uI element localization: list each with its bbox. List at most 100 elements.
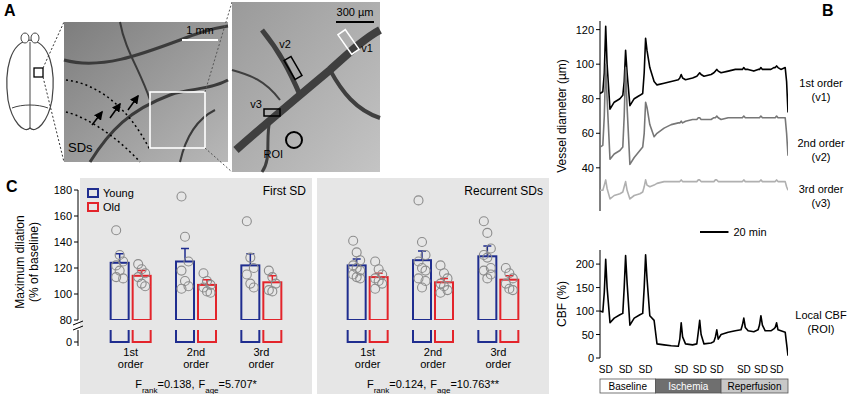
y-axis xyxy=(600,21,601,211)
window-box xyxy=(34,68,43,77)
series-label-line: (v2) xyxy=(812,151,831,163)
y-tick xyxy=(596,358,600,359)
inset-box xyxy=(150,92,205,148)
data-point xyxy=(371,284,380,293)
stats-text: Frank=0.138,Fage=5.707* xyxy=(135,378,257,394)
data-point xyxy=(177,266,186,275)
y-axis xyxy=(600,250,601,358)
data-point xyxy=(119,257,128,266)
category-label: 1storder xyxy=(118,346,144,370)
legend-label: Young xyxy=(103,187,134,199)
category-label-line: order xyxy=(355,358,381,370)
legend-swatch xyxy=(88,189,98,197)
zoom-line xyxy=(205,2,232,92)
bar-stub xyxy=(478,330,496,342)
vessel xyxy=(232,70,280,100)
scale-bar-label: 300 µm xyxy=(337,6,374,18)
y-tick xyxy=(596,29,600,30)
y-tick-label: 80 xyxy=(582,93,594,105)
category-label-line: 1st xyxy=(360,346,375,358)
bar xyxy=(111,263,129,320)
data-point xyxy=(112,273,121,282)
stat-subscript: rank xyxy=(142,386,159,394)
legend-swatch xyxy=(88,203,98,211)
data-point xyxy=(414,196,423,205)
y-tick-label: 140 xyxy=(54,236,72,248)
category-label-line: order xyxy=(248,358,274,370)
olfactory-bulb xyxy=(21,33,29,43)
data-point xyxy=(141,282,150,291)
sd-annotation: SD xyxy=(693,364,707,375)
panel-label: B xyxy=(822,2,834,19)
zoom-line xyxy=(205,148,232,172)
y-tick-label: 100 xyxy=(54,288,72,300)
y-axis-label: Vessel diameter (µm) xyxy=(555,59,569,173)
olfactory-bulb xyxy=(31,33,39,43)
data-point xyxy=(508,286,517,295)
y-axis-label: Maximum dilation(% of baseline) xyxy=(13,215,41,308)
data-point xyxy=(249,264,258,273)
category-label-line: order xyxy=(485,358,511,370)
y-tick xyxy=(596,167,600,168)
sd-annotation: SD xyxy=(710,364,724,375)
bar xyxy=(500,280,518,320)
scale-bar xyxy=(336,21,374,23)
sd-arrow xyxy=(92,112,102,125)
category-label: 1storder xyxy=(355,346,381,370)
group-title: First SD xyxy=(263,184,307,198)
y-tick xyxy=(74,242,78,243)
data-point xyxy=(112,226,121,235)
phase-label: Ischemia xyxy=(668,381,708,392)
y-tick xyxy=(74,294,78,295)
data-point xyxy=(246,253,255,262)
data-point xyxy=(141,269,150,278)
y-tick xyxy=(74,342,78,343)
series-label-line: 1st order xyxy=(799,77,843,89)
bar xyxy=(370,277,388,320)
panel-a: ASDs1 mmv1v2v3ROI300 µm xyxy=(4,2,380,172)
brain-outline xyxy=(7,40,53,130)
roi-v2 xyxy=(284,56,302,79)
vessel xyxy=(236,30,380,150)
y-tick-label: 40 xyxy=(582,162,594,174)
legend-label: Old xyxy=(103,201,120,213)
bar-stub xyxy=(435,330,453,342)
stat-subscript: rank xyxy=(374,386,391,394)
category-label-line: order xyxy=(183,358,209,370)
bar-stub xyxy=(176,330,194,342)
y-tick xyxy=(74,216,78,217)
data-point xyxy=(436,288,445,297)
series-label: 2nd order(v2) xyxy=(797,137,844,163)
data-point xyxy=(177,284,186,293)
zoom-line xyxy=(43,22,64,68)
bar-stub xyxy=(198,330,216,342)
y-axis-stub xyxy=(78,330,79,346)
cerebellum-line xyxy=(12,105,48,108)
category-label-line: order xyxy=(118,358,144,370)
scale-bar xyxy=(700,231,728,233)
bar-chart: C801001201401601800Maximum dilation(% of… xyxy=(6,178,549,394)
roi-circle xyxy=(286,132,302,148)
phase-box xyxy=(656,379,722,393)
bar-stub xyxy=(111,330,129,342)
data-point xyxy=(486,270,495,279)
y-tick xyxy=(596,264,600,265)
plot-area xyxy=(600,255,788,356)
category-label-line: 2nd xyxy=(187,346,205,358)
bar-stub xyxy=(348,330,366,342)
y-axis-label-line: (% of baseline) xyxy=(27,222,41,302)
data-point xyxy=(242,217,251,226)
roi-v1 xyxy=(338,30,359,55)
series-label-line: (v3) xyxy=(812,197,831,209)
bar xyxy=(176,262,194,321)
group-title: Recurrent SDs xyxy=(464,184,543,198)
stat-subscript: age xyxy=(437,386,451,394)
data-point xyxy=(349,236,358,245)
data-point xyxy=(249,283,258,292)
stat-value: =0.124, xyxy=(389,378,426,390)
cranial-window-image xyxy=(64,22,228,162)
y-axis xyxy=(78,190,79,320)
y-tick-label: 120 xyxy=(576,24,594,36)
y-tick-label: 60 xyxy=(582,127,594,139)
bar-stub xyxy=(263,330,281,342)
